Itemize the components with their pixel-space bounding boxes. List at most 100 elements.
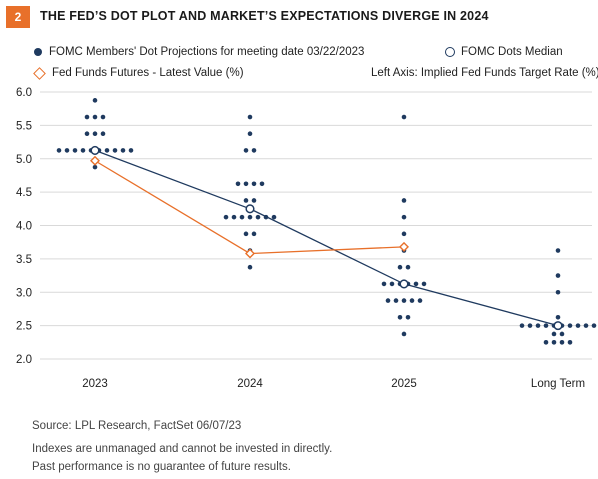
median-marker xyxy=(553,321,563,331)
fomc-dot xyxy=(255,214,261,220)
y-tick-label: 5.5 xyxy=(16,120,32,132)
fomc-dot xyxy=(92,98,98,103)
fomc-dot xyxy=(84,114,90,120)
figure-number-badge: 2 xyxy=(6,6,30,28)
fomc-dot xyxy=(401,331,407,337)
y-tick-label: 2.0 xyxy=(16,354,32,366)
fomc-dot xyxy=(555,289,561,295)
fomc-dot xyxy=(235,181,241,187)
fomc-dot xyxy=(84,131,90,137)
fomc-dot xyxy=(543,323,549,328)
y-tick-label: 4.0 xyxy=(16,221,32,233)
median-marker xyxy=(399,279,409,289)
fomc-dot xyxy=(251,181,257,187)
x-tick-label: 2025 xyxy=(391,378,417,390)
fomc-dot xyxy=(385,298,391,303)
fomc-dot xyxy=(247,114,253,120)
fomc-dot xyxy=(555,273,561,278)
fomc-dot xyxy=(583,323,589,328)
y-tick-label: 2.5 xyxy=(16,321,32,333)
fomc-dot xyxy=(231,214,237,220)
legend-label-dots: FOMC Members' Dot Projections for meetin… xyxy=(49,46,365,58)
fomc-dot xyxy=(405,264,411,270)
fomc-dot xyxy=(401,231,407,237)
fomc-dot xyxy=(247,131,253,137)
futures-marker xyxy=(90,155,100,166)
fomc-dot xyxy=(401,214,407,220)
fomc-dot xyxy=(527,323,533,328)
fomc-dot xyxy=(251,198,257,203)
disclaimer-line-1: Indexes are unmanaged and cannot be inve… xyxy=(32,443,333,455)
legend-item-median: FOMC Dots Median xyxy=(445,46,563,58)
fomc-dot xyxy=(64,148,70,153)
chart-header: 2 THE FED’S DOT PLOT AND MARKET’S EXPECT… xyxy=(0,0,598,34)
futures-marker xyxy=(245,248,255,259)
fomc-dot xyxy=(401,198,407,203)
fomc-dot xyxy=(251,148,257,153)
fomc-dot xyxy=(92,131,98,137)
y-tick-label: 4.5 xyxy=(16,187,32,199)
fomc-dot xyxy=(243,181,249,187)
fomc-dot xyxy=(247,264,253,270)
fomc-dot xyxy=(405,314,411,320)
fomc-dot xyxy=(567,323,573,328)
fomc-dot xyxy=(519,323,525,328)
y-tick-label: 5.0 xyxy=(16,154,32,166)
chart-title: THE FED’S DOT PLOT AND MARKET’S EXPECTAT… xyxy=(40,9,489,23)
source-note: Source: LPL Research, FactSet 06/07/23 xyxy=(32,420,242,432)
median-line xyxy=(94,149,559,327)
fomc-dot xyxy=(417,298,423,303)
fomc-dot xyxy=(381,281,387,287)
x-tick-label: 2024 xyxy=(237,378,263,390)
fomc-dot xyxy=(575,323,581,328)
fomc-dot xyxy=(128,148,134,153)
legend-item-dots: FOMC Members' Dot Projections for meetin… xyxy=(34,46,364,58)
fomc-dot xyxy=(551,331,557,337)
legend-label-median: FOMC Dots Median xyxy=(461,46,563,58)
y-tick-label: 3.0 xyxy=(16,287,32,299)
fomc-dot xyxy=(555,248,561,253)
fomc-dot xyxy=(100,131,106,137)
y-tick-label: 3.5 xyxy=(16,254,32,266)
axis-note: Left Axis: Implied Fed Funds Target Rate… xyxy=(371,67,598,79)
median-marker xyxy=(90,145,100,155)
hollow-circle-icon xyxy=(445,47,455,57)
fomc-dot xyxy=(543,340,549,345)
fomc-dot xyxy=(239,214,245,220)
fomc-dot xyxy=(243,231,249,237)
fomc-dot xyxy=(397,314,403,320)
dot-plot-chart: 6.0 5.5 5.0 4.5 4.0 3.5 3.0 2.5 2.0 2023 2024 2025 L… xyxy=(16,87,597,390)
fomc-dot xyxy=(112,148,118,153)
fomc-dot xyxy=(421,281,427,287)
fomc-dot xyxy=(397,264,403,270)
fomc-dot xyxy=(104,148,110,153)
fomc-dot xyxy=(223,214,229,220)
fomc-dot xyxy=(555,314,561,320)
fomc-dot xyxy=(409,298,415,303)
x-tick-label: Long Term xyxy=(531,378,585,390)
fomc-dot xyxy=(243,148,249,153)
fomc-dot xyxy=(72,148,78,153)
fomc-dot xyxy=(559,331,565,337)
fomc-dot xyxy=(251,231,257,237)
fomc-dot xyxy=(100,114,106,120)
diamond-icon xyxy=(33,66,46,80)
futures-marker xyxy=(399,241,409,252)
filled-dot-icon xyxy=(34,48,42,56)
fomc-dot xyxy=(92,164,98,170)
fomc-dot xyxy=(120,148,126,153)
fomc-dot xyxy=(567,340,573,345)
fomc-dot xyxy=(535,323,541,328)
fomc-dot xyxy=(80,148,86,153)
x-tick-label: 2023 xyxy=(82,378,108,390)
fomc-dot xyxy=(243,198,249,203)
fomc-dot xyxy=(559,340,565,345)
fomc-dot xyxy=(401,298,407,303)
fomc-dot xyxy=(92,114,98,120)
fomc-dot xyxy=(271,214,277,220)
y-tick-label: 6.0 xyxy=(16,87,32,99)
legend-item-futures: Fed Funds Futures - Latest Value (%) xyxy=(33,66,244,80)
fomc-dot xyxy=(247,214,253,220)
median-marker xyxy=(245,204,255,214)
fomc-dot xyxy=(413,281,419,287)
